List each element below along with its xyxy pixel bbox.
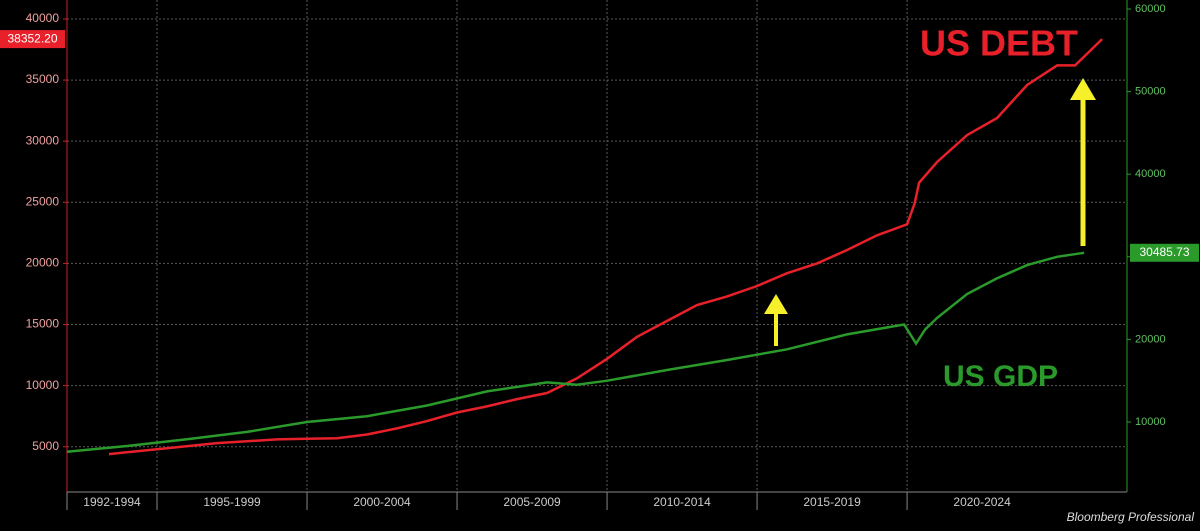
- y2-tick-label: 60000: [1135, 3, 1166, 15]
- series-line: [66, 251, 1085, 453]
- x-tick-label: 2000-2004: [353, 495, 411, 509]
- x-tick-label: 2010-2014: [653, 495, 711, 509]
- x-tick-label: 2015-2019: [803, 495, 861, 509]
- value-label-box: [0, 30, 65, 49]
- arrow-head: [764, 294, 788, 314]
- arrows: [764, 78, 1096, 346]
- value-label-box: [1130, 243, 1199, 262]
- annotation: US DEBT: [920, 23, 1078, 64]
- y-tick-label: 40000: [26, 11, 60, 25]
- y2-tick-label: 50000: [1135, 86, 1166, 98]
- y-tick-label: 10000: [26, 378, 60, 392]
- x-tick-label: 1995-1999: [203, 495, 261, 509]
- y-tick-label: 30000: [26, 133, 60, 147]
- y2-tick-label: 10000: [1135, 416, 1166, 428]
- arrow-head: [1070, 78, 1096, 100]
- plot: 38352.20 30485.73: [0, 30, 1199, 456]
- x-tick-label: 1992-1994: [83, 495, 141, 509]
- source: Bloomberg Professional: [1067, 510, 1195, 524]
- y-tick-label: 5000: [32, 439, 59, 453]
- series-line: [108, 38, 1103, 456]
- x-tick-label: 2020-2024: [953, 495, 1011, 509]
- y2-tick-label: 20000: [1135, 333, 1166, 345]
- value-label: 30485.73: [1139, 245, 1189, 259]
- grid: 5000 10000 15000 20000 25000 30000 35000 40000 1…: [26, 0, 1166, 510]
- y-tick-label: 15000: [26, 317, 60, 331]
- y2-tick-label: 40000: [1135, 168, 1166, 180]
- y-tick-label: 20000: [26, 256, 60, 270]
- x-tick-label: 2005-2009: [503, 495, 561, 509]
- annotation: US GDP: [943, 360, 1058, 393]
- y-tick-label: 25000: [26, 194, 60, 208]
- y-tick-label: 35000: [26, 72, 60, 86]
- value-label: 38352.20: [7, 31, 57, 45]
